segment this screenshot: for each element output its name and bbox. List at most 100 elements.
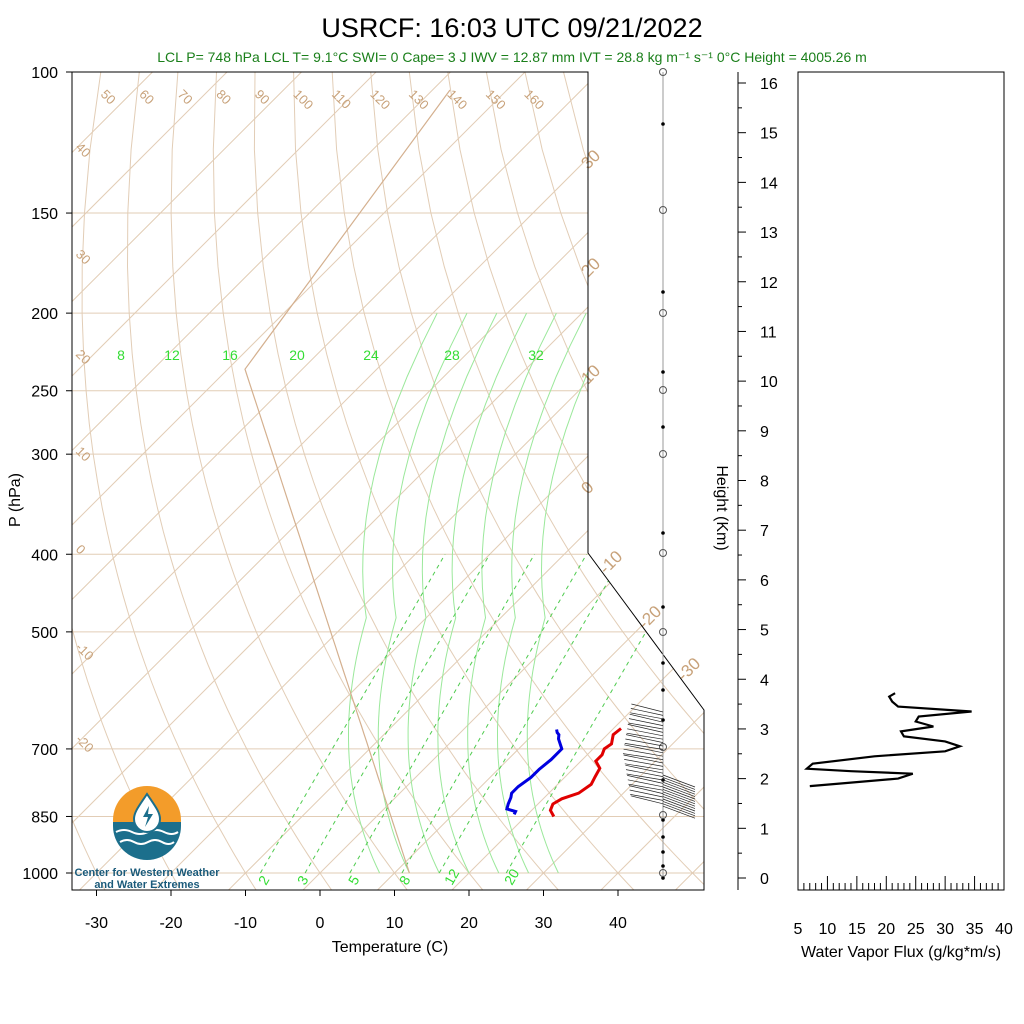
wind-barb	[626, 732, 664, 740]
wind-barb	[630, 795, 664, 805]
wind-barb	[625, 769, 664, 777]
x-axis-label: Temperature (C)	[332, 939, 448, 956]
moist-adiabat-line	[377, 312, 468, 874]
flux-axes: 5 10 15 20 25 30 35 40	[794, 876, 1013, 938]
isotherm-right-label: 0	[577, 478, 597, 498]
isotherm-right-label: 20	[577, 254, 604, 281]
dry-adiabat-line	[170, 72, 408, 890]
dry-adiabat-line	[447, 72, 704, 890]
isotherm-left-label: 30	[73, 247, 94, 268]
height-tick-label: 0	[760, 871, 769, 888]
flux-tick-label: 10	[819, 921, 837, 938]
skewt-series	[505, 727, 622, 818]
wind-level-circle	[659, 450, 667, 458]
dry-adiabat-label: 60	[136, 87, 157, 108]
dry-adiabat-line	[601, 72, 704, 890]
skewt-grid	[72, 72, 1024, 890]
wind-barb	[623, 754, 664, 764]
wind-barb	[627, 724, 664, 733]
isotherm-line	[600, 72, 704, 890]
x-tick-label: 30	[535, 915, 553, 932]
flux-tick-label: 30	[936, 921, 954, 938]
flux-tick-label: 25	[907, 921, 925, 938]
dry-adiabat-label: 120	[367, 87, 393, 113]
y-tick-label: 100	[31, 65, 58, 82]
wind-level-circle	[659, 628, 667, 636]
height-tick-label: 9	[760, 424, 769, 441]
wind-barb	[662, 786, 696, 800]
skewt-axes: -30 -20 -10 0 10 20 30 401001502002503004005007…	[22, 65, 627, 932]
y-tick-label: 250	[31, 384, 58, 401]
dry-adiabat-line	[293, 72, 635, 890]
moist-adiabat-line	[467, 312, 557, 874]
wind-barb	[628, 718, 664, 726]
mixing-ratio-line	[304, 553, 491, 874]
wind-barb	[630, 712, 664, 720]
isotherm-line	[72, 72, 675, 890]
wind-barb	[628, 783, 664, 791]
x-tick-label: -20	[159, 915, 182, 932]
wind-barb	[625, 764, 664, 774]
wind-barb	[662, 791, 696, 805]
wind-level-dot	[661, 818, 665, 822]
wind-barb	[630, 794, 664, 801]
isotherm-line	[228, 72, 704, 890]
y-axis-label: P (hPa)	[7, 473, 24, 527]
dry-adiabat-line	[72, 72, 181, 890]
dry-adiabat-label: 130	[406, 87, 432, 113]
flux-tick-label: 35	[966, 921, 984, 938]
wind-barb	[662, 801, 696, 814]
isotherm-line	[153, 72, 704, 890]
isotherm-right-label: -30	[673, 654, 704, 685]
dry-adiabat-line	[756, 72, 1024, 890]
moist-adiabat-line	[437, 312, 528, 874]
height-tick-label: 2	[760, 772, 769, 789]
mixing-ratio-line	[349, 553, 535, 874]
mixing-ratio-line	[259, 553, 446, 874]
moist-adiabat-line	[348, 312, 438, 874]
logo-bolt-icon	[143, 806, 153, 827]
dry-adiabat-label: 150	[483, 87, 509, 113]
height-tick-label: 13	[760, 225, 778, 242]
height-tick-label: 3	[760, 722, 769, 739]
isotherm-line	[72, 72, 526, 890]
wind-level-circle	[659, 869, 667, 877]
height-tick-label: 15	[760, 126, 778, 143]
dry-adiabat-label: 70	[175, 87, 196, 108]
dry-adiabat-line	[72, 72, 106, 890]
wind-level-dot	[661, 290, 665, 294]
dry-adiabat-line	[370, 72, 704, 890]
wind-level-dot	[661, 688, 665, 692]
isotherm-line	[526, 72, 704, 890]
wind-level-dot	[661, 605, 665, 609]
wind-barb	[628, 722, 664, 730]
wind-level-circle	[659, 811, 667, 819]
isotherm-line	[377, 72, 704, 890]
dry-adiabat-line	[795, 72, 1024, 890]
isotherm-right-label: -10	[595, 547, 626, 578]
wind-barb	[626, 773, 664, 781]
mixing-ratio-label: 20	[501, 866, 523, 888]
mixing-ratio-label: 3	[294, 873, 312, 888]
dry-adiabat-label: 80	[213, 87, 234, 108]
isotherm-line	[72, 72, 600, 890]
wind-level-circle	[659, 309, 667, 317]
temperature-profile-line	[548, 727, 622, 818]
height-tick-label: 12	[760, 275, 778, 292]
wind-barb	[662, 805, 696, 819]
moist-adiabat-label: 24	[363, 347, 379, 363]
wind-level-dot	[661, 425, 665, 429]
mixing-ratio-line	[438, 553, 625, 874]
cw3e-logo: Center for Western Weather and Water Ext…	[74, 786, 220, 891]
wind-level-dot	[661, 876, 665, 880]
dry-adiabat-line	[834, 72, 1024, 890]
height-tick-label: 10	[760, 374, 778, 391]
dry-adiabat-label: 50	[98, 87, 119, 108]
isotherm-line	[451, 72, 704, 890]
dry-adiabat-line	[212, 72, 484, 890]
flux-series	[803, 692, 972, 788]
flux-tick-label: 20	[877, 921, 895, 938]
wind-level-dot	[661, 835, 665, 839]
wind-barb	[662, 798, 696, 812]
